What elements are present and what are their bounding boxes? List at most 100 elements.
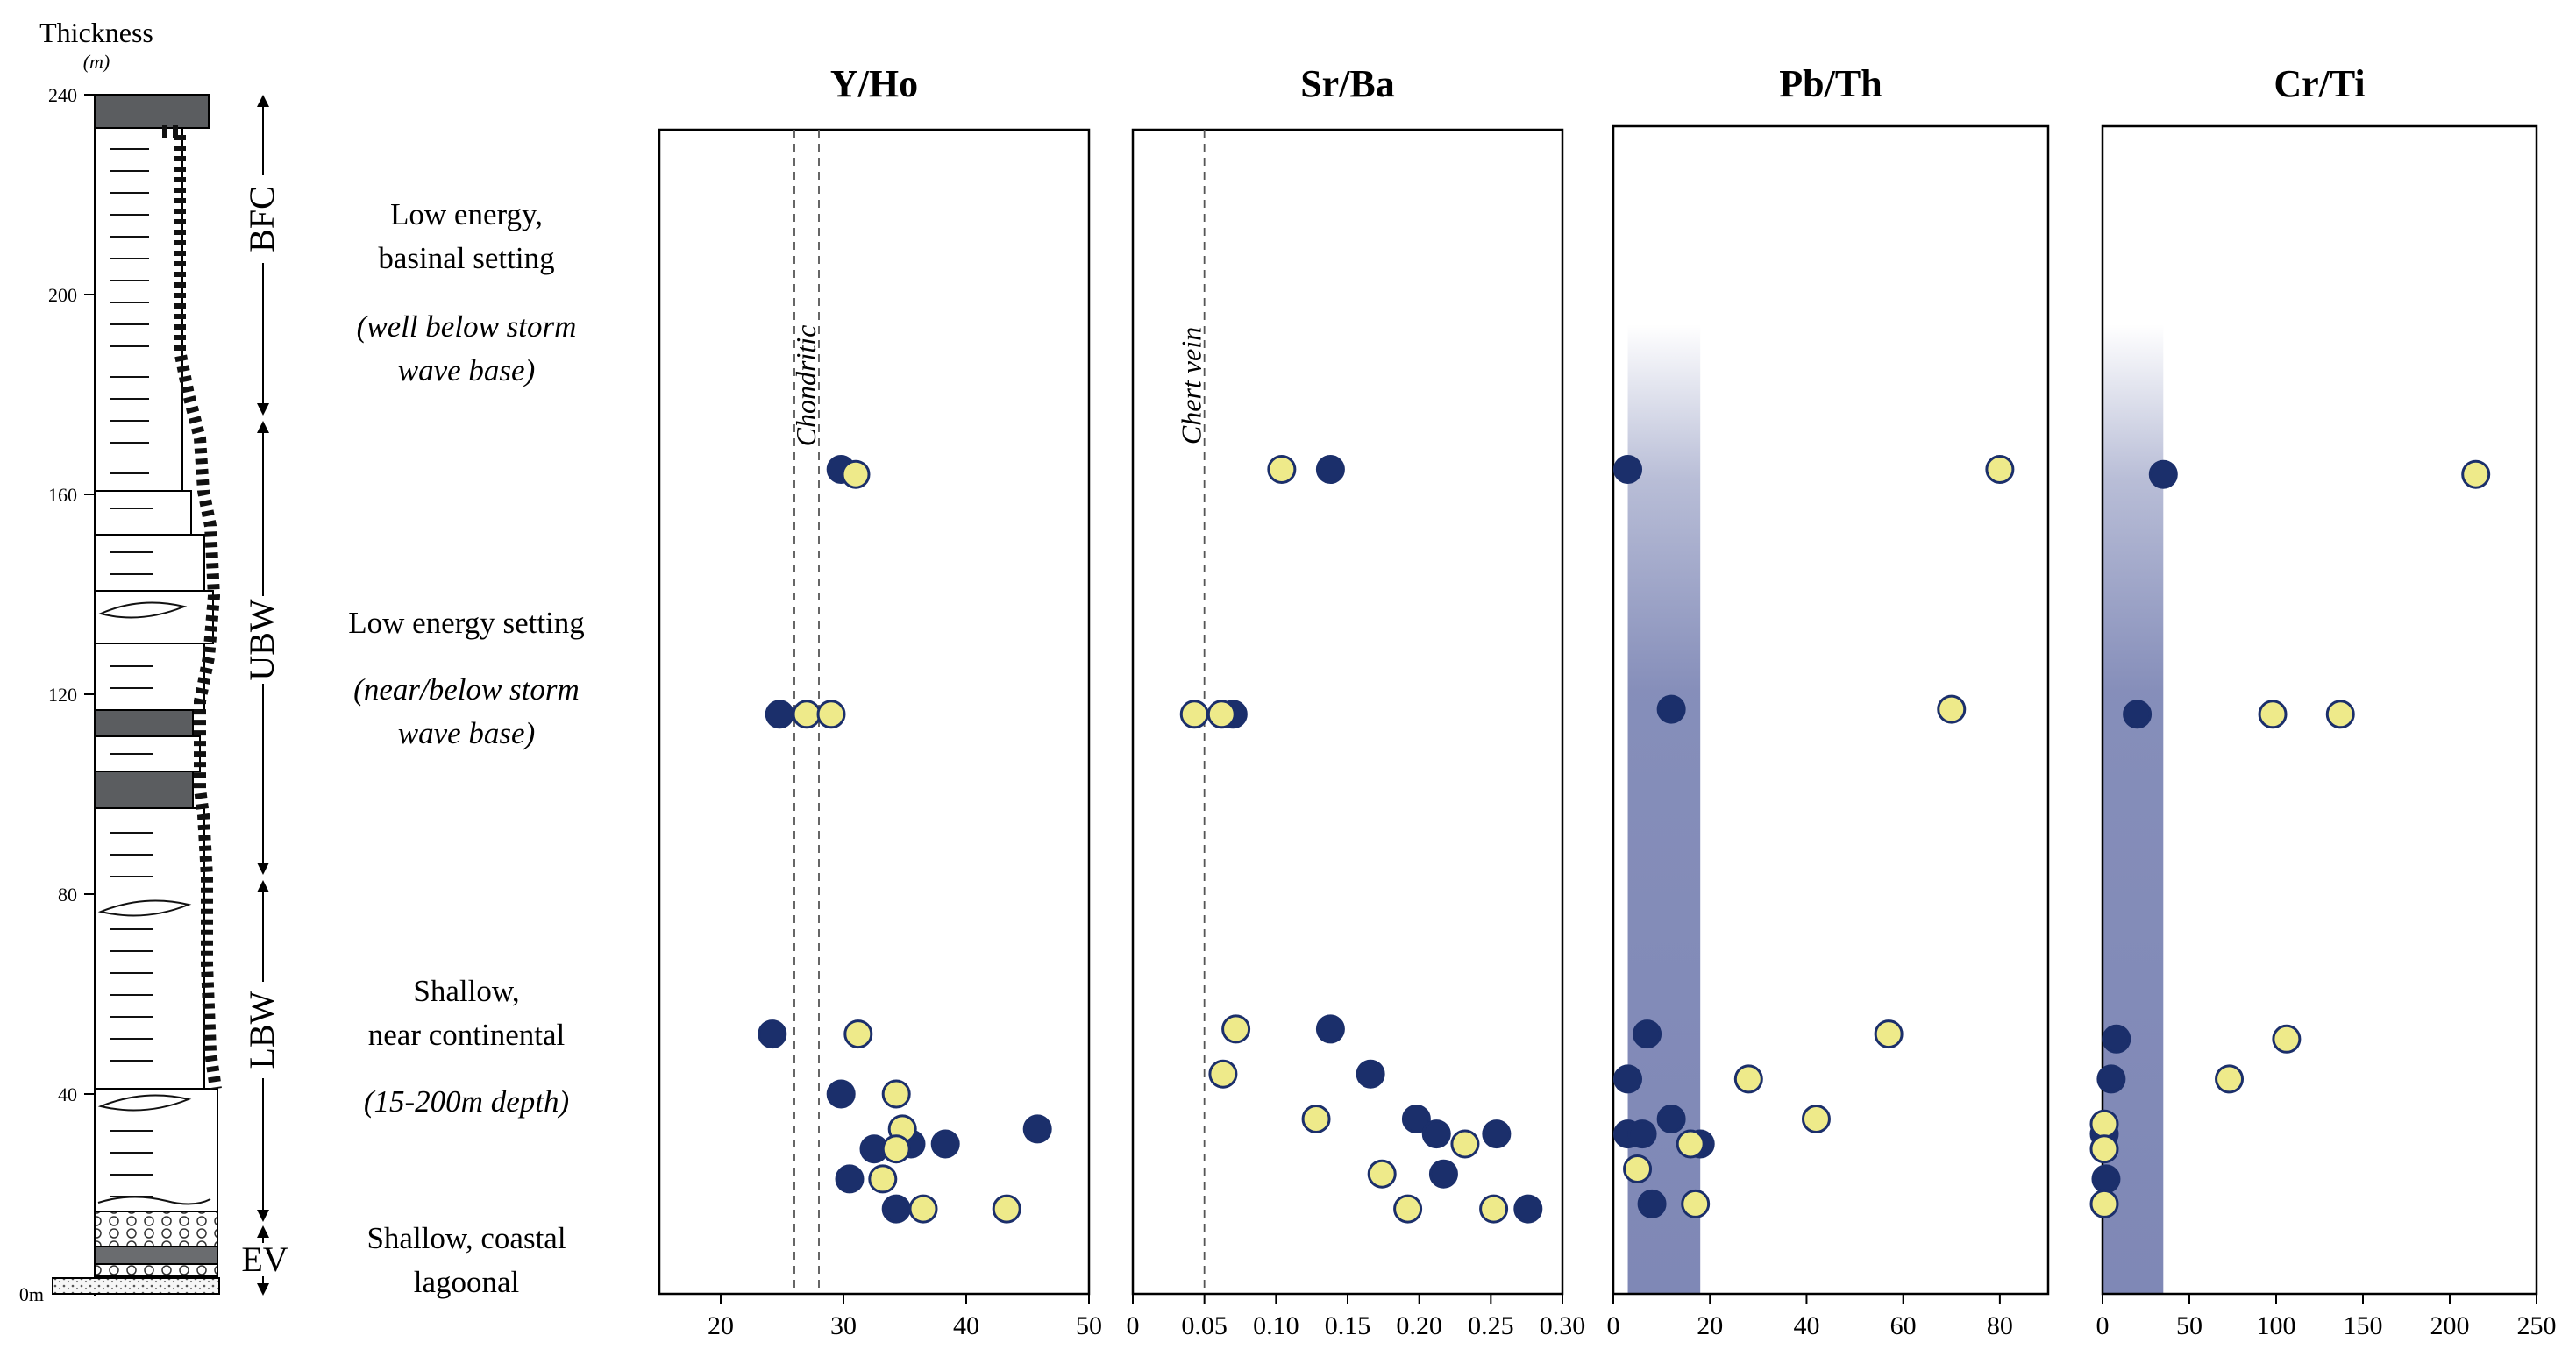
data-point-light <box>1450 1129 1480 1159</box>
litho-dark-base <box>94 1246 218 1265</box>
data-point-dark <box>1513 1194 1543 1224</box>
panel-srba: Sr/Ba Chert vein 0 0.05 0.10 0.15 0.20 0.25 0.30 <box>1127 62 1586 1340</box>
litho-dark-cap <box>94 94 210 129</box>
bracket-label-bg <box>247 982 279 1078</box>
data-point-dark <box>1613 1064 1643 1094</box>
litho-dark-band-2 <box>94 771 194 809</box>
data-point-light <box>1179 700 1209 729</box>
data-point-dark <box>2091 1164 2121 1194</box>
thickness-axis-title: Thickness <box>39 17 153 48</box>
x-tick-label: 100 <box>2257 1311 2296 1340</box>
data-point-light <box>881 1134 911 1164</box>
thickness-ticks: 240 200 160 120 80 40 0m <box>19 84 95 1305</box>
x-tick-label: 30 <box>830 1311 857 1340</box>
data-point-light <box>1733 1064 1763 1094</box>
chart-panels: Y/Ho Chondritic 20 30 40 50 Sr/Ba Chert vein 0 0.… <box>658 62 2557 1340</box>
data-point-light <box>992 1194 1021 1224</box>
chert-lens <box>97 1094 192 1112</box>
bracket-label-bg <box>247 596 279 684</box>
interp-lbw-line1: Shallow, <box>413 974 519 1008</box>
data-point-light <box>908 1194 938 1224</box>
interp-bfc-line4: wave base) <box>398 353 535 387</box>
data-point-light <box>1479 1194 1509 1224</box>
data-point-dark <box>2096 1064 2126 1094</box>
y-tick-label: 80 <box>58 884 77 906</box>
interp-ubw-line1: Low energy setting <box>348 606 585 640</box>
chert-lens <box>97 899 192 917</box>
x-tick-label: 0.25 <box>1468 1311 1514 1340</box>
strat-column: Thickness (m) 240 200 160 120 80 40 0m <box>19 17 291 1305</box>
data-point-dark <box>930 1129 960 1159</box>
unit-label-ubw: UBW <box>242 599 281 681</box>
wavy-lamination <box>97 1196 211 1205</box>
data-point-light <box>2089 1109 2119 1139</box>
data-point-light <box>1681 1189 1711 1218</box>
interpretations: Low energy, basinal setting (well below … <box>348 197 585 1299</box>
data-point-light <box>1393 1194 1423 1224</box>
litho-basement <box>52 1277 220 1295</box>
data-point-dark <box>1315 455 1345 484</box>
interp-bfc-line3: (well below storm <box>357 309 577 344</box>
x-tick-label: 40 <box>953 1311 979 1340</box>
x-tick-label: 150 <box>2344 1311 2383 1340</box>
x-tick-label: 40 <box>1793 1311 1819 1340</box>
x-tick-label: 0.20 <box>1396 1311 1442 1340</box>
x-tick-label: 0.15 <box>1325 1311 1371 1340</box>
data-point-light <box>2272 1024 2302 1054</box>
x-tick-label: 20 <box>708 1311 734 1340</box>
data-point-dark <box>1482 1119 1512 1149</box>
data-point-dark <box>1356 1059 1385 1089</box>
panel-frame <box>658 128 1091 1296</box>
data-point-dark <box>1627 1119 1657 1149</box>
data-point-light <box>2258 700 2288 729</box>
data-point-light <box>816 700 846 729</box>
data-point-light <box>841 459 871 489</box>
interp-lbw-line2: near continental <box>368 1018 566 1052</box>
data-point-light <box>1985 455 2015 484</box>
panel-title: Y/Ho <box>830 62 918 105</box>
litho-dark-band-1 <box>94 709 194 737</box>
litho-chert-lens-upper <box>94 590 214 644</box>
data-point-light <box>1208 1059 1238 1089</box>
data-point-light <box>1221 1014 1251 1044</box>
data-point-light <box>2325 700 2355 729</box>
x-tick-label: 0 <box>2096 1311 2110 1340</box>
data-point-light <box>1874 1019 1904 1049</box>
data-point-dark <box>2123 700 2153 729</box>
panel-frame <box>1612 124 2050 1296</box>
data-point-dark <box>1656 694 1686 724</box>
panel-frame <box>2101 124 2538 1296</box>
x-tick-label: 200 <box>2430 1311 2470 1340</box>
data-point-light <box>1301 1105 1331 1133</box>
data-point-dark <box>1428 1159 1458 1189</box>
x-tick-label: 80 <box>1987 1311 2013 1340</box>
data-point-dark <box>1637 1189 1667 1218</box>
panel-title: Cr/Ti <box>2274 62 2365 105</box>
y-tick-label: 200 <box>48 284 77 306</box>
x-tick-label: 0.30 <box>1540 1311 1586 1340</box>
data-point-light <box>1676 1129 1705 1159</box>
data-point-dark <box>826 1079 856 1109</box>
bracket-label-bg <box>247 175 279 263</box>
data-point-light <box>1367 1159 1397 1189</box>
chert-lens <box>98 601 188 619</box>
interp-ubw-line3: wave base) <box>398 716 535 750</box>
data-point-dark <box>758 1019 787 1049</box>
panel-title: Sr/Ba <box>1300 62 1395 105</box>
interp-ev-line2: lagoonal <box>414 1265 520 1299</box>
data-point-dark <box>835 1164 865 1194</box>
reference-line-label: Chert vein <box>1176 327 1207 444</box>
reference-line-label: Chondritic <box>790 325 822 447</box>
data-point-light <box>1801 1105 1831 1133</box>
panel-crti: Cr/Ti 0 50 100 150 200 250 <box>2089 62 2557 1340</box>
x-tick-label: 50 <box>1076 1311 1102 1340</box>
data-point-dark <box>1421 1119 1451 1149</box>
x-tick-label: 20 <box>1697 1311 1723 1340</box>
panel-pbth: Pb/Th 0 20 40 60 80 <box>1607 62 2050 1340</box>
data-point-light <box>2461 459 2491 489</box>
interp-bfc-line2: basinal setting <box>378 241 554 275</box>
x-tick-label: 0 <box>1127 1311 1140 1340</box>
data-point-light <box>1623 1154 1653 1183</box>
data-point-dark <box>1315 1014 1345 1044</box>
